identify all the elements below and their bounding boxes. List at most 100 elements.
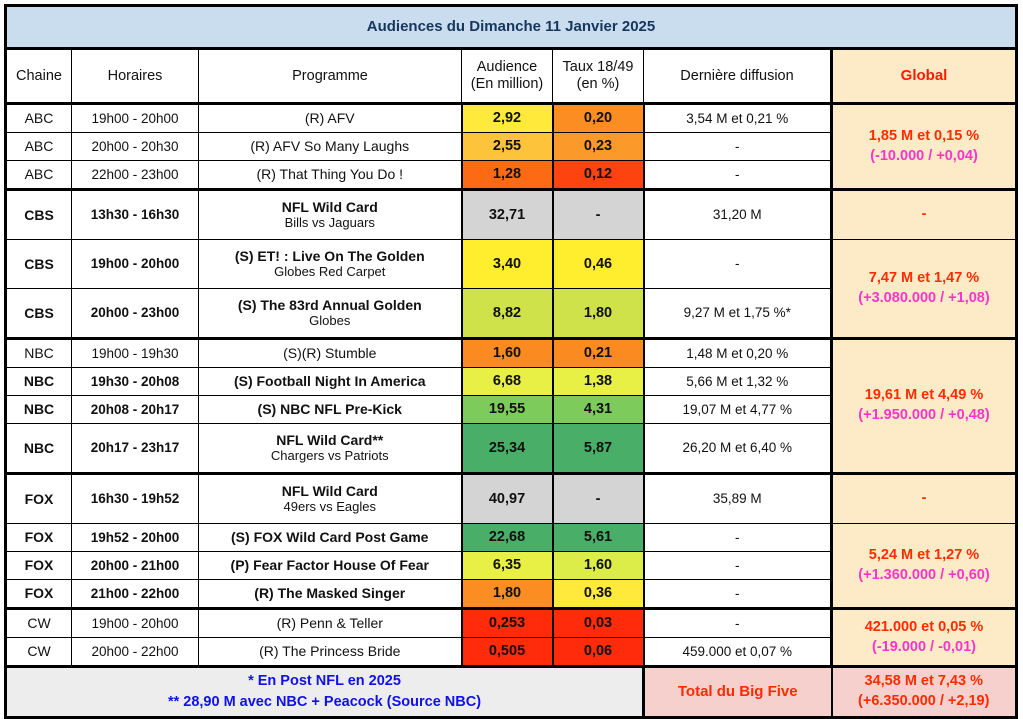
cell-chaine: ABC: [5, 160, 72, 190]
cell-derniere-diffusion: 26,20 M et 6,40 %: [643, 423, 832, 474]
cell-programme: (R) The Princess Bride: [198, 637, 462, 667]
cell-programme: (R) Penn & Teller: [198, 607, 462, 638]
programme-title: (R) The Princess Bride: [259, 643, 401, 660]
cell-audience: 6,35: [460, 551, 553, 580]
cell-global: 421.000 et 0,05 % (-19.000 / -0,01): [830, 607, 1017, 667]
cell-taux: 0,23: [551, 132, 645, 161]
cell-chaine: ABC: [5, 132, 72, 161]
cell-taux: 5,87: [551, 423, 645, 474]
cell-derniere-diffusion: 31,20 M: [643, 188, 832, 240]
column-header-programme: Programme: [198, 47, 462, 105]
cell-taux: 0,36: [551, 579, 645, 609]
table-row[interactable]: NBC 20h17 - 23h17 NFL Wild Card** Chargers …: [5, 423, 1017, 474]
cell-audience: 40,97: [460, 472, 553, 524]
programme-title: (P) Fear Factor House Of Fear: [230, 557, 429, 574]
programme-title: NFL Wild Card**: [276, 432, 384, 449]
cell-horaires: 20h00 - 20h30: [71, 132, 199, 161]
cell-horaires: 21h00 - 22h00: [71, 579, 199, 609]
cell-taux: 0,21: [551, 337, 645, 368]
column-header-horaires: Horaires: [71, 47, 199, 105]
cell-chaine: ABC: [5, 102, 72, 133]
cell-horaires: 20h00 - 21h00: [71, 551, 199, 580]
cell-derniere-diffusion: -: [643, 239, 832, 289]
cell-chaine: CBS: [5, 188, 72, 240]
audience-table-sheet: Audiences du Dimanche 11 Janvier 2025 Ch…: [4, 4, 1018, 719]
cell-horaires: 13h30 - 16h30: [71, 188, 199, 240]
table-row[interactable]: CW 19h00 - 20h00 (R) Penn & Teller 0,253 0,0…: [5, 607, 1017, 667]
cell-programme: NFL Wild Card Bills vs Jaguars: [198, 188, 462, 240]
cell-horaires: 16h30 - 19h52: [71, 472, 199, 524]
cell-global: 7,47 M et 1,47 % (+3.080.000 / +1,08): [830, 239, 1017, 339]
cell-horaires: 19h00 - 20h00: [71, 239, 199, 289]
page-title: Audiences du Dimanche 11 Janvier 2025: [4, 4, 1018, 50]
global-dash: -: [921, 206, 927, 223]
programme-title: (S) Football Night In America: [233, 373, 426, 390]
cell-taux: 0,03: [551, 607, 645, 638]
cell-audience: 6,68: [460, 367, 553, 396]
cell-audience: 19,55: [460, 395, 553, 424]
cell-chaine: CBS: [5, 288, 72, 339]
cell-programme: (P) Fear Factor House Of Fear: [198, 551, 462, 580]
cell-derniere-diffusion: 19,07 M et 4,77 %: [643, 395, 832, 424]
cell-derniere-diffusion: -: [643, 579, 832, 609]
cell-horaires: 19h00 - 20h00: [71, 607, 199, 638]
cell-global: 1,85 M et 0,15 % (-10.000 / +0,04): [830, 102, 1017, 190]
table-row[interactable]: FOX 21h00 - 22h00 (R) The Masked Singer 1,8…: [5, 579, 1017, 609]
cell-audience: 32,71: [460, 188, 553, 240]
cell-programme: (R) AFV: [198, 102, 462, 133]
programme-title: NFL Wild Card: [281, 483, 378, 500]
programme-subtitle: Chargers vs Patriots: [270, 447, 389, 463]
global-value: 421.000 et 0,05 %: [864, 618, 984, 635]
cell-chaine: CW: [5, 637, 72, 667]
footer-total-label: Total du Big Five: [642, 665, 832, 719]
table-row[interactable]: CW 20h00 - 22h00 (R) The Princess Bride 0,5…: [5, 637, 1017, 667]
cell-chaine: NBC: [5, 337, 72, 368]
programme-subtitle: Globes Red Carpet: [274, 263, 386, 279]
programme-subtitle: Bills vs Jaguars: [284, 214, 375, 230]
column-header-chaine: Chaine: [5, 47, 72, 105]
programme-subtitle: Globes: [309, 312, 351, 328]
table-row[interactable]: FOX 16h30 - 19h52 NFL Wild Card 49ers vs Ea…: [5, 472, 1017, 524]
table-row[interactable]: NBC 19h00 - 19h30 (S)(R) Stumble 1,60 0,21 1,…: [5, 337, 1017, 474]
cell-chaine: NBC: [5, 395, 72, 424]
cell-taux: -: [551, 188, 645, 240]
header-row: Chaine Horaires Programme Audience (En m…: [5, 47, 1017, 105]
cell-global: 5,24 M et 1,27 % (+1.360.000 / +0,60): [830, 523, 1017, 609]
column-header-taux-sub: (en %): [576, 76, 620, 92]
cell-horaires: 20h08 - 20h17: [71, 395, 199, 424]
table-row[interactable]: FOX 19h52 - 20h00 (S) FOX Wild Card Post G…: [5, 523, 1017, 609]
global-delta: (+1.360.000 / +0,60): [858, 566, 990, 583]
global-dash: -: [921, 490, 927, 507]
footer-row: * En Post NFL en 2025 ** 28,90 M avec NB…: [5, 665, 1017, 719]
table-row[interactable]: CBS 19h00 - 20h00 (S) ET! : Live On The Go…: [5, 239, 1017, 339]
programme-title: (R) That Thing You Do !: [256, 166, 404, 183]
cell-chaine: CBS: [5, 239, 72, 289]
audience-ratings-table: Audiences du Dimanche 11 Janvier 2025 Ch…: [4, 4, 1018, 719]
cell-taux: 0,06: [551, 637, 645, 667]
cell-audience: 8,82: [460, 288, 553, 339]
cell-audience: 1,60: [460, 337, 553, 368]
cell-audience: 25,34: [460, 423, 553, 474]
table-row[interactable]: ABC 20h00 - 20h30 (R) AFV So Many Laughs 2,…: [5, 132, 1017, 161]
cell-horaires: 19h30 - 20h08: [71, 367, 199, 396]
programme-title: (R) AFV So Many Laughs: [250, 138, 410, 155]
cell-programme: (S) Football Night In America: [198, 367, 462, 396]
footer-notes: * En Post NFL en 2025 ** 28,90 M avec NB…: [5, 665, 644, 719]
column-header-global: Global: [830, 47, 1017, 105]
cell-horaires: 20h00 - 23h00: [71, 288, 199, 339]
cell-programme: (S)(R) Stumble: [198, 337, 462, 368]
table-row[interactable]: NBC 19h30 - 20h08 (S) Football Night In Am…: [5, 367, 1017, 396]
global-value: 7,47 M et 1,47 %: [868, 269, 980, 286]
cell-global: -: [830, 188, 1017, 240]
programme-title: (R) The Masked Singer: [254, 585, 406, 602]
table-row[interactable]: CBS 13h30 - 16h30 NFL Wild Card Bills vs Ja…: [5, 188, 1017, 240]
footer-total-value: 34,58 M et 7,43 %: [864, 673, 984, 690]
cell-derniere-diffusion: -: [643, 551, 832, 580]
cell-derniere-diffusion: 1,48 M et 0,20 %: [643, 337, 832, 368]
table-row[interactable]: ABC 19h00 - 20h00 (R) AFV 2,92 0,20 3,54 M et…: [5, 102, 1017, 190]
cell-chaine: NBC: [5, 367, 72, 396]
column-header-derniere-diffusion: Dernière diffusion: [643, 47, 832, 105]
cell-derniere-diffusion: 5,66 M et 1,32 %: [643, 367, 832, 396]
cell-taux: 1,38: [551, 367, 645, 396]
cell-horaires: 22h00 - 23h00: [71, 160, 199, 190]
